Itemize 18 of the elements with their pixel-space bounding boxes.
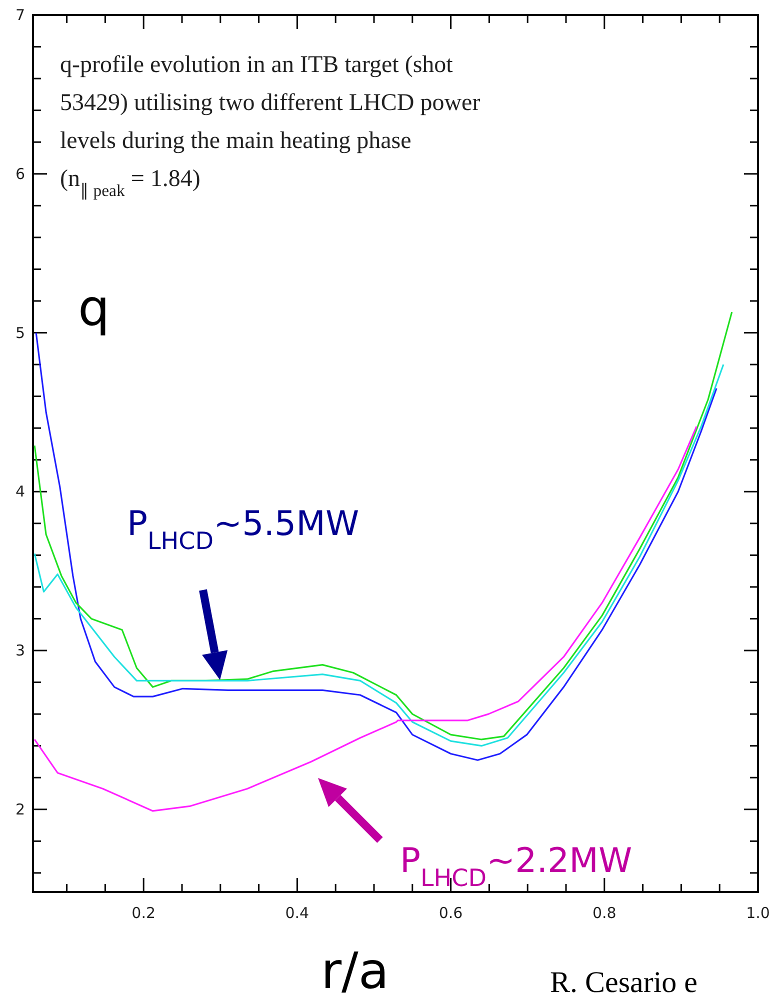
- text: q-profile evolution in an ITB target (shot 53429) utilising two different LHCD power levels during the main heating phase (n$_{∥ peak}$ = 1.84): [60, 52, 480, 200]
- y-tick-label: 7: [15, 6, 25, 24]
- y-tick-label: 4: [15, 482, 25, 501]
- x-axis-title: r/a: [320, 942, 390, 1000]
- x-tick-label: 1.0: [746, 904, 770, 922]
- text: R. Cesario e: [550, 966, 698, 999]
- x-tick-label: 0.6: [438, 904, 463, 922]
- line-series: [34, 426, 698, 812]
- x-tick-label: 0.4: [285, 904, 310, 922]
- y-tick-label: 6: [15, 164, 25, 183]
- annotation: P$_{LHCD}$~2.2MW: [400, 841, 632, 892]
- y-axis-title: q: [78, 279, 110, 337]
- y-tick-label: 5: [15, 324, 25, 342]
- y-tick-label: 2: [15, 800, 25, 818]
- x-tick-label: 0.8: [592, 904, 616, 922]
- x-tick-label: 0.2: [132, 904, 156, 922]
- y-tick-label: 3: [15, 642, 25, 660]
- annotation: P$_{LHCD}$~5.5MW: [127, 504, 360, 555]
